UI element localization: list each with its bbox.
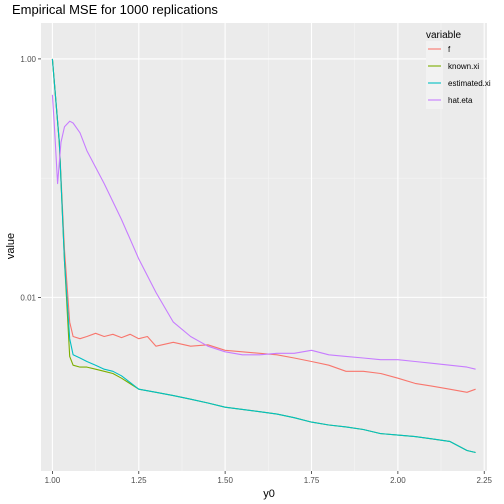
legend-label: estimated.xi bbox=[448, 79, 491, 88]
series-line-hat-eta bbox=[51, 94, 476, 370]
y-axis-label: value bbox=[5, 233, 17, 259]
x-tick-label: 1.00 bbox=[45, 476, 61, 485]
grid bbox=[41, 23, 487, 471]
y-tick-label: 0.01 bbox=[20, 293, 36, 302]
legend-label: f bbox=[448, 45, 451, 54]
legend-title: variable bbox=[426, 30, 461, 41]
legend: variable f known.xi estimated.xi hat.eta bbox=[426, 30, 491, 109]
series-layer bbox=[51, 58, 476, 454]
x-axis: 1.00 1.25 1.50 1.75 2.00 2.25 bbox=[45, 471, 493, 485]
legend-label: known.xi bbox=[448, 62, 479, 71]
x-tick-label: 2.25 bbox=[476, 476, 492, 485]
y-tick-label: 1.00 bbox=[20, 55, 36, 64]
x-tick-label: 1.25 bbox=[131, 476, 147, 485]
y-axis: 1.00 0.01 bbox=[20, 55, 41, 302]
chart-title: Empirical MSE for 1000 replications bbox=[12, 2, 218, 17]
x-tick-label: 1.75 bbox=[304, 476, 320, 485]
x-axis-label: y0 bbox=[263, 488, 275, 500]
plot-panel bbox=[41, 23, 487, 471]
legend-label: hat.eta bbox=[448, 96, 473, 105]
series-line-estimated-xi bbox=[51, 58, 476, 454]
series-line-f bbox=[51, 58, 476, 393]
x-tick-label: 1.50 bbox=[217, 476, 233, 485]
x-tick-label: 2.00 bbox=[390, 476, 406, 485]
